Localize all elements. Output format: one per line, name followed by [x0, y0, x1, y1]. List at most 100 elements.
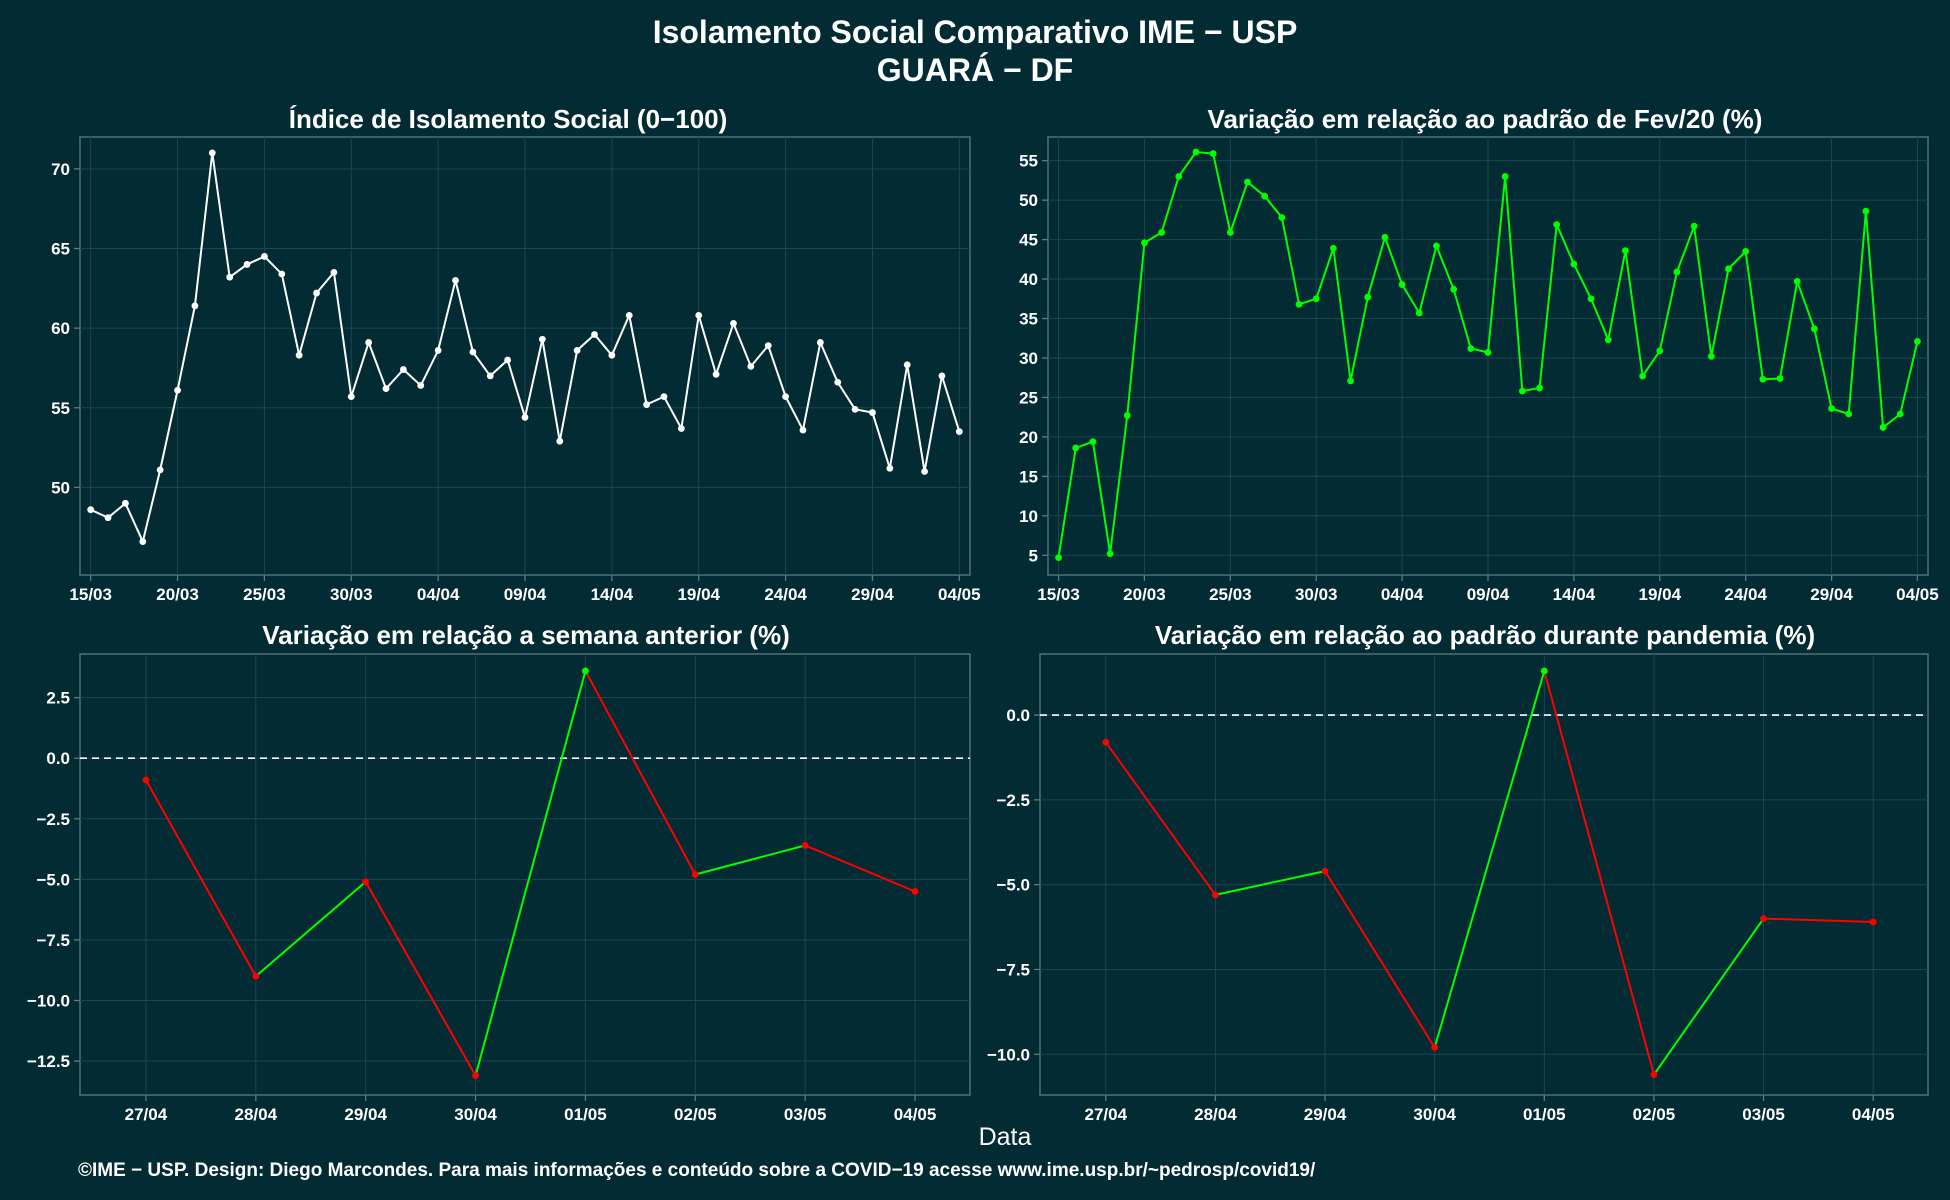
data-point [1433, 242, 1440, 250]
data-point [1295, 300, 1303, 308]
data-point [87, 506, 95, 514]
data-point [1690, 222, 1698, 230]
panel-variation-previous-week: Variação em relação a semana anterior (%… [27, 620, 971, 1124]
data-point [816, 339, 824, 346]
y-tick-label: −2.5 [996, 791, 1030, 810]
y-tick-label: 65 [51, 239, 70, 258]
series-segment [474, 670, 587, 1076]
data-point [1673, 268, 1681, 276]
x-tick-label: 20/03 [1123, 585, 1166, 604]
data-point [486, 372, 494, 380]
x-tick-label: 09/04 [504, 585, 547, 604]
data-point [677, 425, 685, 432]
data-point [504, 356, 512, 364]
data-point [938, 372, 946, 380]
data-point [208, 149, 216, 157]
data-point [1431, 1044, 1439, 1051]
series-segment [1324, 870, 1436, 1049]
series-segment [145, 779, 257, 977]
panel-title: Variação em relação ao padrão de Fev/20 … [1208, 104, 1763, 134]
data-point [1175, 173, 1183, 180]
x-tick-label: 02/05 [674, 1105, 717, 1124]
data-point [1398, 281, 1406, 288]
data-point [362, 878, 370, 886]
series-segment [255, 881, 367, 978]
data-point [1650, 1071, 1658, 1079]
data-point [1501, 173, 1509, 180]
x-tick-label: 28/04 [1194, 1105, 1237, 1124]
data-point [347, 393, 355, 401]
panel-variation-pandemic-pattern: Variação em relação ao padrão durante pa… [987, 620, 1929, 1124]
data-point [1212, 891, 1219, 899]
data-point [1450, 285, 1458, 293]
x-tick-label: 04/05 [938, 585, 981, 604]
panel-title: Variação em relação ao padrão durante pa… [1155, 620, 1815, 650]
data-point [1278, 214, 1286, 221]
x-tick-label: 30/04 [1413, 1105, 1456, 1124]
data-point [1141, 239, 1148, 247]
data-point [1364, 293, 1372, 301]
data-point [799, 426, 807, 434]
x-tick-label: 01/05 [1523, 1105, 1566, 1124]
x-tick-label: 03/05 [784, 1105, 827, 1124]
data-point [278, 270, 286, 278]
series-segment [1763, 917, 1874, 923]
data-point [330, 268, 338, 276]
y-tick-label: 0.0 [46, 749, 70, 768]
x-tick-label: 04/05 [894, 1105, 937, 1124]
data-point [104, 514, 112, 522]
data-point [538, 335, 546, 343]
data-point [469, 348, 477, 356]
data-point [801, 842, 809, 849]
series-segment [695, 844, 806, 876]
data-point [139, 538, 147, 545]
data-point [582, 667, 589, 675]
data-point [417, 382, 425, 389]
data-point [472, 1072, 479, 1080]
data-point [1192, 148, 1200, 156]
data-point [1321, 867, 1329, 875]
data-point [1776, 375, 1784, 382]
y-tick-label: −12.5 [27, 1052, 70, 1071]
data-point [1879, 424, 1887, 431]
main-title: Isolamento Social Comparativo IME − USP [653, 14, 1298, 50]
y-tick-label: −5.0 [996, 876, 1030, 895]
x-tick-label: 02/05 [1633, 1105, 1676, 1124]
y-tick-label: 10 [1019, 507, 1038, 526]
data-point [1656, 347, 1664, 355]
data-point [1106, 550, 1114, 558]
series-segment [584, 670, 697, 875]
x-tick-label: 09/04 [1467, 585, 1510, 604]
data-point [1725, 265, 1732, 273]
data-point [1347, 377, 1354, 385]
data-point [174, 386, 181, 394]
y-tick-label: 25 [1019, 388, 1038, 407]
data-point [1089, 438, 1097, 446]
x-tick-label: 30/03 [1295, 585, 1338, 604]
x-tick-label: 24/04 [764, 585, 807, 604]
footer-credits: ©IME − USP. Design: Diego Marcondes. Par… [78, 1160, 1316, 1181]
data-point [782, 393, 789, 401]
x-axis-label: Data [979, 1123, 1032, 1151]
main-subtitle: GUARÁ − DF [877, 52, 1073, 88]
data-point [1415, 309, 1423, 317]
x-tick-label: 20/03 [156, 585, 199, 604]
data-point [556, 437, 564, 445]
data-point [1587, 295, 1595, 303]
x-tick-label: 04/05 [1896, 585, 1939, 604]
data-point [1484, 349, 1492, 356]
y-tick-label: 45 [1019, 231, 1038, 250]
data-point [261, 253, 268, 260]
data-point [1540, 667, 1548, 675]
y-tick-label: 50 [51, 478, 70, 497]
data-point [1261, 192, 1269, 200]
y-tick-label: 30 [1019, 349, 1038, 368]
data-point [226, 273, 234, 281]
x-tick-label: 15/03 [69, 585, 112, 604]
data-point [1312, 295, 1320, 303]
data-point [608, 351, 616, 359]
data-point [1330, 244, 1337, 252]
y-tick-label: 70 [51, 160, 70, 179]
data-point [521, 413, 529, 421]
